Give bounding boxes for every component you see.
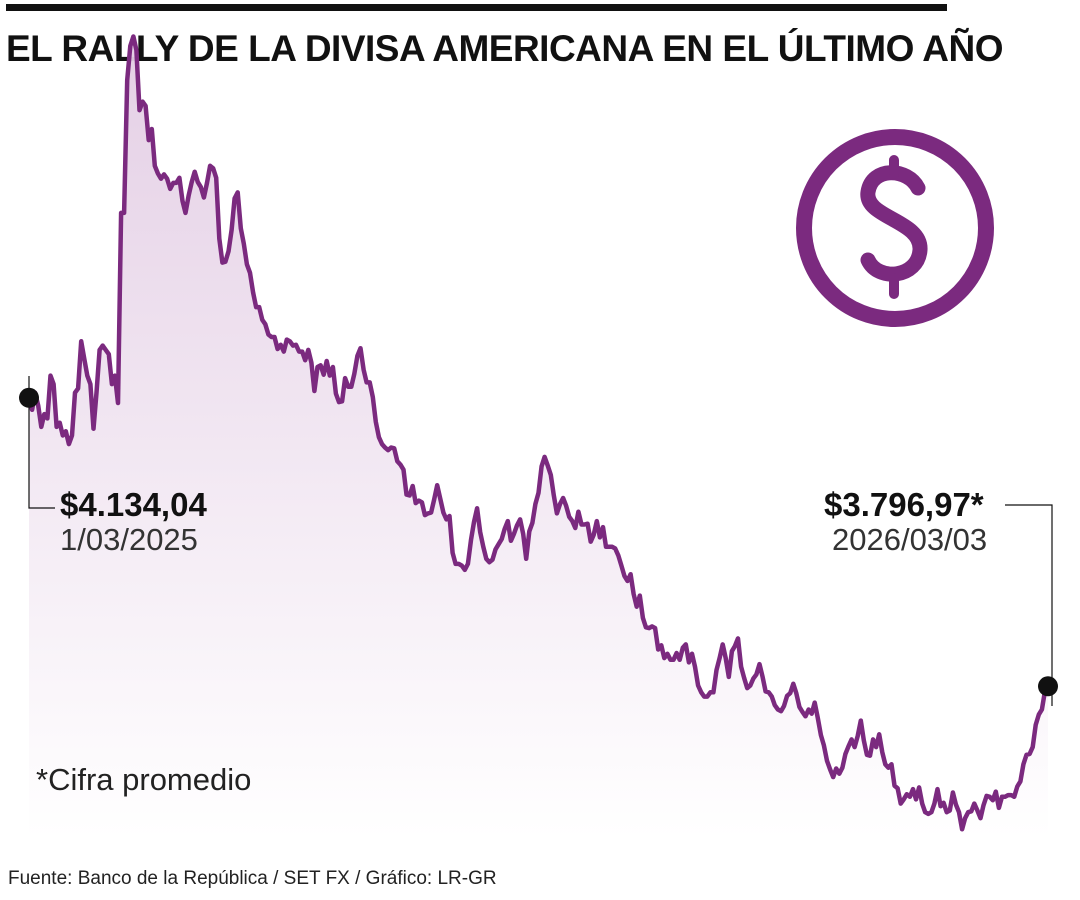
end-value-label: $3.796,97*: [824, 486, 984, 523]
top-rule: [6, 4, 947, 11]
end-leader-line: [1005, 504, 1053, 706]
start-date-label: 1/03/2025: [60, 522, 198, 557]
chart-title: EL RALLY DE LA DIVISA AMERICANA EN EL ÚL…: [6, 28, 1004, 69]
series-line: [26, 34, 1051, 832]
start-leader-line: [28, 376, 55, 509]
dollar-coin-icon: [796, 129, 994, 327]
start-point-marker: [19, 387, 39, 408]
series-area: [29, 36, 1048, 838]
start-value-label: $4.134,04: [60, 486, 207, 523]
end-date-label: 2026/03/03: [832, 522, 988, 557]
footnote: *Cifra promedio: [36, 762, 252, 797]
source-credit: Fuente: Banco de la República / SET FX /…: [8, 868, 497, 889]
end-point-marker: [1038, 676, 1058, 697]
